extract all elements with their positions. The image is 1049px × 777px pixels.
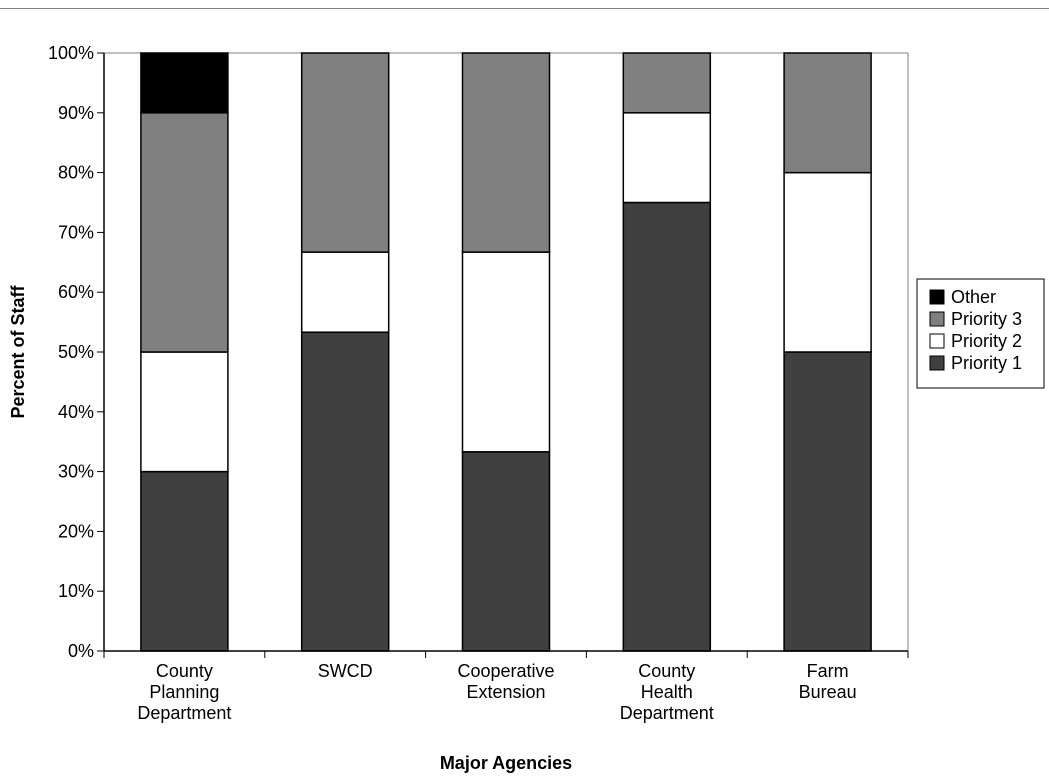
y-tick-label: 50% <box>58 342 94 362</box>
legend-swatch-other <box>929 289 945 305</box>
y-tick-label: 100% <box>48 43 94 63</box>
bar-segment-other-0 <box>140 52 229 114</box>
x-category-label: Farm Bureau <box>799 661 857 702</box>
legend-label-priority-1: Priority 1 <box>951 353 1022 373</box>
bar-segment-priority-3-4 <box>783 52 872 174</box>
y-tick-label: 0% <box>68 641 94 661</box>
x-category-label: Cooperative Extension <box>457 661 554 702</box>
y-ticks-group: 0% 10% 20% 30% 40% 50% 60% 70% 80% 90% 100% <box>48 43 104 661</box>
x-category-label: County Health Department <box>620 661 714 723</box>
bar-segment-priority-3-0 <box>140 112 229 353</box>
bar-segment-priority-1-4 <box>783 351 872 652</box>
bar-segment-priority-2-4 <box>783 171 872 353</box>
bar-segment-priority-1-2 <box>461 451 551 652</box>
bar-segment-priority-3-2 <box>461 52 551 253</box>
y-tick-label: 90% <box>58 103 94 123</box>
x-ticks-group: County Planning Department SWCD Cooperative E… <box>103 651 909 723</box>
legend-label-priority-3: Priority 3 <box>951 309 1022 329</box>
bar-segment-priority-3-3 <box>622 52 712 114</box>
y-tick-label: 70% <box>58 222 94 242</box>
x-category-label: SWCD <box>318 661 373 681</box>
legend-swatch-priority-3 <box>929 311 945 327</box>
bar-segment-priority-1-3 <box>622 201 712 652</box>
bars-group <box>140 52 872 652</box>
y-tick-label: 40% <box>58 402 94 422</box>
x-axis-title: Major Agencies <box>440 753 572 773</box>
top-rule <box>0 8 1049 9</box>
y-tick-label: 30% <box>58 462 94 482</box>
bar-segment-priority-1-1 <box>300 331 390 652</box>
y-tick-label: 80% <box>58 163 94 183</box>
bar-segment-priority-3-1 <box>300 52 390 253</box>
bar-segment-priority-2-2 <box>461 251 551 453</box>
legend-label-other: Other <box>951 287 996 307</box>
legend-swatch-priority-2 <box>929 333 945 349</box>
y-tick-label: 60% <box>58 282 94 302</box>
x-category-label: County Planning Department <box>137 661 231 723</box>
y-tick-label: 10% <box>58 581 94 601</box>
y-axis-title: Percent of Staff <box>8 284 28 418</box>
legend-swatch-priority-1 <box>929 355 945 371</box>
bar-segment-priority-2-0 <box>140 351 229 473</box>
bar-segment-priority-1-0 <box>140 470 229 652</box>
legend-label-priority-2: Priority 2 <box>951 331 1022 351</box>
bar-segment-priority-2-3 <box>622 112 712 204</box>
bar-segment-priority-2-1 <box>300 251 390 333</box>
y-tick-label: 20% <box>58 521 94 541</box>
